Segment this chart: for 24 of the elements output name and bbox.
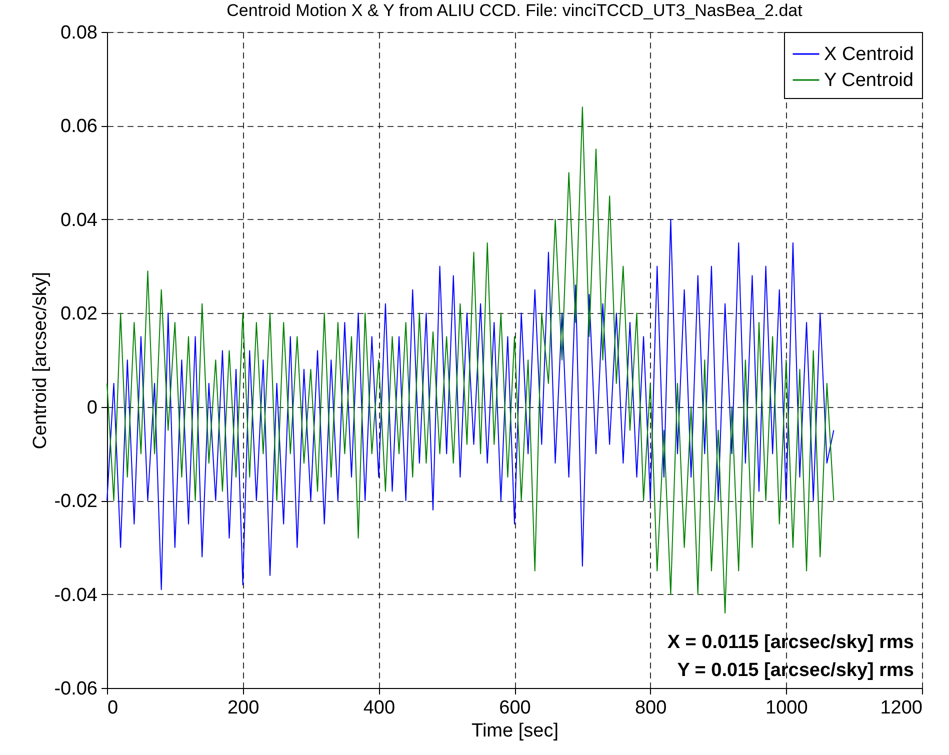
line-series	[106, 106, 834, 614]
x-tick-label: 200	[227, 698, 260, 718]
x-tick-label: 1200	[880, 698, 922, 718]
y-tick-label: -0.06	[54, 678, 98, 700]
legend-label: X Centroid	[824, 44, 914, 65]
x-tick-label: 600	[499, 698, 531, 718]
x-tick-label: 1000	[766, 698, 808, 718]
x-tick-label: 800	[634, 698, 667, 718]
y-tick-label: 0.06	[60, 116, 98, 138]
legend-label: Y Centroid	[824, 70, 914, 91]
y-tick-label: -0.02	[54, 491, 98, 512]
y-tick-label: 0.04	[60, 210, 98, 231]
y-tick-label: 0.02	[60, 304, 98, 325]
x-tick-label: 400	[363, 698, 396, 718]
annotation: X = 0.0115 [arcsec/sky] rms	[667, 632, 914, 653]
x-axis-title: Time [sec]	[472, 720, 558, 742]
line-series	[106, 218, 834, 590]
chart-title: Centroid Motion X & Y from ALIU CCD. File: vinciTCCD_UT3_NasBea_2.dat	[226, 1, 803, 20]
x-tick-label: 0	[108, 698, 118, 718]
y-tick-label: -0.04	[54, 584, 98, 606]
y-tick-label: 0	[86, 397, 98, 418]
annotation: Y = 0.015 [arcsec/sky] rms	[677, 660, 914, 681]
y-tick-label: 0.08	[60, 22, 98, 44]
y-axis-title: Centroid [arcsec/sky]	[30, 272, 52, 450]
